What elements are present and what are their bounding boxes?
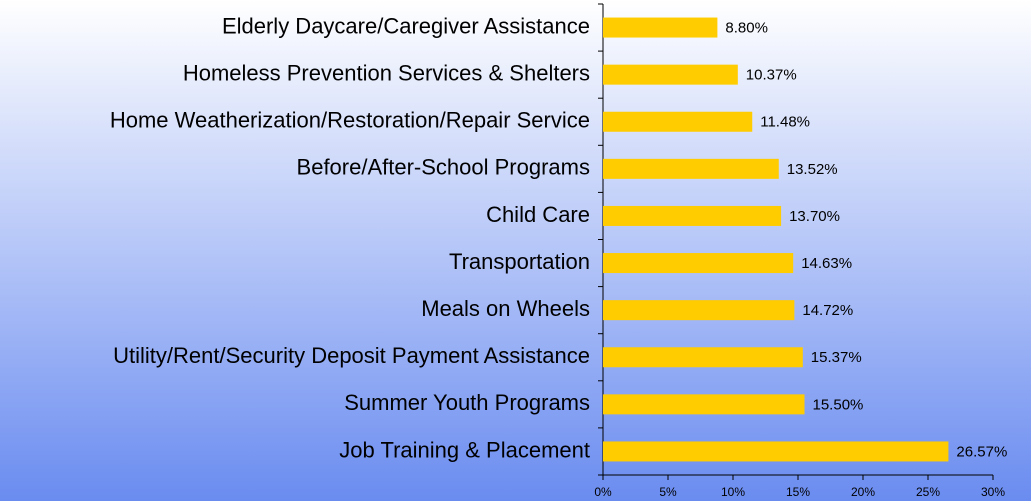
x-tick-label: 30% — [981, 485, 1005, 499]
category-label: Child Care — [486, 202, 590, 227]
value-label: 13.70% — [789, 208, 840, 225]
x-tick-label: 10% — [721, 485, 745, 499]
bar — [603, 394, 805, 415]
value-label: 15.37% — [811, 349, 862, 366]
x-tick-label: 5% — [659, 485, 677, 499]
category-label: Utility/Rent/Security Deposit Payment As… — [113, 343, 590, 368]
bar — [603, 158, 779, 179]
value-label: 14.72% — [802, 302, 853, 319]
x-tick-label: 15% — [786, 485, 810, 499]
category-label: Home Weatherization/Restoration/Repair S… — [110, 108, 590, 133]
value-label: 14.63% — [801, 255, 852, 272]
category-label: Transportation — [449, 249, 590, 274]
value-label: 10.37% — [746, 67, 797, 84]
bar — [603, 347, 803, 368]
bar — [603, 111, 753, 132]
category-label: Before/After-School Programs — [297, 155, 590, 180]
category-label: Meals on Wheels — [421, 296, 590, 321]
x-tick-label: 25% — [916, 485, 940, 499]
value-label: 15.50% — [813, 396, 864, 413]
value-label: 11.48% — [760, 114, 810, 131]
bar — [603, 205, 782, 226]
bar — [603, 17, 718, 38]
category-label: Job Training & Placement — [339, 437, 590, 462]
bar — [603, 300, 795, 321]
bar — [603, 253, 794, 274]
bar — [603, 441, 949, 462]
value-label: 26.57% — [956, 443, 1007, 460]
value-label: 8.80% — [725, 20, 768, 37]
category-label: Summer Youth Programs — [344, 390, 590, 415]
value-label: 13.52% — [787, 161, 838, 178]
x-tick-label: 0% — [594, 485, 612, 499]
category-label: Homeless Prevention Services & Shelters — [183, 60, 590, 85]
category-label: Elderly Daycare/Caregiver Assistance — [222, 13, 590, 38]
x-tick-label: 20% — [851, 485, 875, 499]
bar — [603, 64, 738, 85]
